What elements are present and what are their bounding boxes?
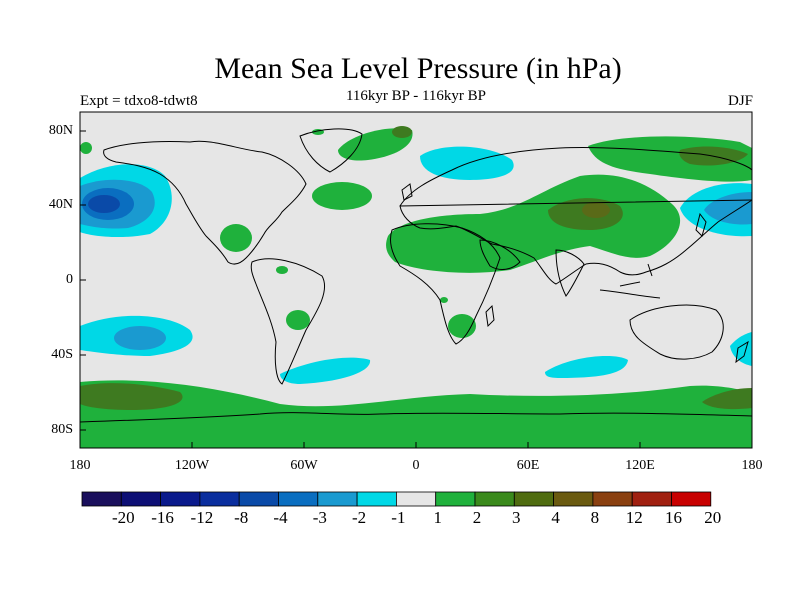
experiment-label: Expt = tdxo8-tdwt8 <box>80 93 198 109</box>
colorbar-swatch <box>395 491 437 507</box>
lon-tick-label: 120E <box>625 458 655 473</box>
season-label: DJF <box>727 93 753 109</box>
colorbar-swatch <box>671 491 712 507</box>
lon-tick-label: 60E <box>516 458 540 473</box>
colorbar-label: -8 <box>234 508 249 527</box>
lon-tick-label: 180 <box>741 458 763 473</box>
colorbar-label: -1 <box>391 508 406 527</box>
colorbar-swatch <box>474 491 515 507</box>
colorbar-swatch <box>238 491 279 507</box>
colorbar <box>81 491 712 507</box>
colorbar-label: 4 <box>551 508 560 527</box>
colorbar-label: -16 <box>151 508 174 527</box>
southern-africa-green <box>448 314 476 338</box>
colorbar-label: 8 <box>590 508 600 527</box>
colorbar-label: 3 <box>512 508 521 527</box>
colorbar-swatch <box>160 491 201 507</box>
sw-pacific-cyan <box>730 332 752 366</box>
coastlines <box>80 128 752 423</box>
lat-tick-label: 0 <box>66 272 73 287</box>
chart-subtitle: 116kyr BP - 116kyr BP <box>345 88 486 104</box>
greenland-green <box>338 128 413 161</box>
lat-tick-label: 80N <box>48 123 73 138</box>
colorbar-swatch <box>435 491 476 507</box>
colorbar-label: 20 <box>704 508 722 527</box>
colorbar-label: -3 <box>312 508 327 527</box>
colorbar-swatch <box>278 491 319 507</box>
colorbar-label: 16 <box>665 508 682 527</box>
colorbar-label: 12 <box>625 508 643 527</box>
southern-ocean-green-band <box>80 380 752 448</box>
southern-ocean-dark-left <box>80 383 183 410</box>
south-pacific-blue <box>114 326 166 350</box>
colorbar-swatch <box>553 491 594 507</box>
eurasia-olive <box>582 202 610 218</box>
colorbar-swatch <box>631 491 672 507</box>
eurasia-green <box>386 174 681 273</box>
colorbar-label: 1 <box>433 508 442 527</box>
greenland-dark <box>392 126 412 138</box>
indian-ocean-cyan <box>545 356 628 378</box>
amazon-green <box>276 266 288 274</box>
southern-ocean-dark-right <box>702 388 752 410</box>
north-pacific-edge-green <box>80 142 92 154</box>
colorbar-label: -20 <box>111 508 135 527</box>
colorbar-swatch <box>199 491 240 507</box>
lon-tick-label: 120W <box>174 458 210 473</box>
lon-tick-label: 60W <box>290 458 318 473</box>
map-field <box>80 112 752 448</box>
south-america-green <box>286 310 310 330</box>
colorbar-swatch <box>317 491 358 507</box>
central-america-green <box>220 224 252 252</box>
lat-tick-label: 80S <box>51 422 73 437</box>
colorbar-swatch <box>513 491 554 507</box>
colorbar-swatch <box>356 491 397 507</box>
north-pacific-blue-dark <box>88 195 120 213</box>
colorbar-swatch <box>120 491 162 507</box>
colorbar-swatch <box>592 491 633 507</box>
lat-tick-label: 40S <box>51 347 73 362</box>
lon-tick-label: 0 <box>412 458 420 473</box>
south-atlantic-cyan <box>280 357 371 384</box>
colorbar-label: -4 <box>273 508 288 527</box>
colorbar-label: -2 <box>352 508 367 527</box>
colorbar-label: -12 <box>190 508 214 527</box>
chart-title: Mean Sea Level Pressure (in hPa) <box>214 52 622 85</box>
colorbar-swatch <box>81 491 122 507</box>
colorbar-label: 2 <box>472 508 482 527</box>
lon-tick-label: 180 <box>69 458 91 473</box>
lat-tick-label: 40N <box>48 197 73 212</box>
axis-ticks <box>79 130 753 448</box>
north-atlantic-green <box>312 182 372 210</box>
east-africa-green <box>440 297 448 303</box>
